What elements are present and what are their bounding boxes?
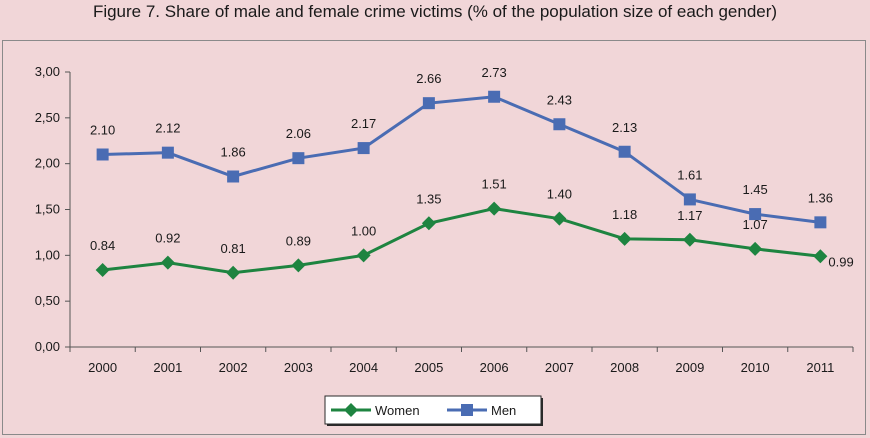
legend: Women Men (324, 395, 543, 426)
x-tick-label: 2007 (545, 360, 574, 375)
data-label-men: 2.06 (286, 126, 311, 141)
y-tick-label: 0,00 (35, 339, 60, 354)
x-tick-label: 2001 (153, 360, 182, 375)
y-tick-label: 2,00 (35, 156, 60, 171)
legend-label-men: Men (491, 403, 516, 418)
data-labels: 0.84 0.92 0.81 0.89 1.00 1.35 1.51 1.40 1.18 1.17… (90, 65, 854, 270)
data-point-men (814, 216, 827, 229)
y-tick-label: 0,50 (35, 293, 60, 308)
data-point-men (749, 208, 762, 221)
data-point-women (682, 232, 697, 247)
data-label-men: 2.13 (612, 120, 637, 135)
data-point-men (683, 193, 696, 206)
data-point-women (748, 241, 763, 256)
data-point-men (357, 142, 370, 155)
data-label-men: 2.17 (351, 116, 376, 131)
data-label-men: 2.73 (481, 65, 506, 80)
x-tick-label: 2006 (480, 360, 509, 375)
figure-title: Figure 7. Share of male and female crime… (92, 2, 778, 21)
axes: 0,00 0,50 1,00 1,50 2,00 2,50 3,00 2000 2001 2002… (35, 64, 854, 375)
series-line-men (102, 95, 821, 224)
data-point-women (226, 265, 241, 280)
series-men (96, 90, 827, 229)
data-label-women: 0.84 (90, 238, 115, 253)
y-tick-label: 1,50 (35, 202, 60, 217)
data-label-men: 1.86 (220, 145, 245, 160)
data-label-women: 0.99 (828, 254, 853, 269)
series-group (95, 90, 828, 280)
series-women (95, 201, 828, 280)
chart-area: 0,00 0,50 1,00 1,50 2,00 2,50 3,00 2000 2001 2002… (2, 40, 866, 435)
data-point-women (552, 211, 567, 226)
line-chart: 0,00 0,50 1,00 1,50 2,00 2,50 3,00 2000 2001 2002… (35, 64, 854, 426)
legend-marker-men (461, 404, 473, 416)
x-tick-label: 2003 (284, 360, 313, 375)
data-point-women (95, 263, 110, 277)
data-point-women (487, 201, 502, 216)
data-point-men (292, 152, 305, 165)
data-point-women (160, 255, 175, 270)
series-line-women (102, 207, 821, 275)
y-tick-label: 3,00 (35, 64, 60, 79)
data-label-women: 0.92 (155, 231, 180, 246)
y-tick-label: 1,00 (35, 247, 60, 262)
data-label-men: 2.12 (155, 121, 180, 136)
x-tick-label: 2005 (414, 360, 443, 375)
data-label-women: 1.17 (677, 208, 702, 223)
x-tick-label: 2002 (219, 360, 248, 375)
data-label-women: 1.00 (351, 223, 376, 238)
x-tick-label: 2000 (88, 360, 117, 375)
data-label-women: 0.81 (220, 241, 245, 256)
data-label-women: 1.51 (481, 177, 506, 192)
data-label-women: 1.18 (612, 207, 637, 222)
data-point-men (96, 148, 109, 161)
x-tick-label: 2011 (806, 360, 834, 375)
x-tick-label: 2008 (610, 360, 639, 375)
data-label-women: 1.35 (416, 191, 441, 206)
data-point-men (553, 118, 566, 131)
data-label-men: 1.61 (677, 167, 702, 182)
x-tick-label: 2004 (349, 360, 378, 375)
x-tick-label: 2010 (741, 360, 770, 375)
legend-label-women: Women (375, 403, 420, 418)
data-point-women (291, 258, 306, 273)
data-label-women: 0.89 (286, 233, 311, 248)
y-tick-label: 2,50 (35, 110, 60, 125)
data-point-men (618, 145, 631, 158)
data-label-men: 1.36 (808, 190, 833, 205)
data-point-women (813, 249, 828, 264)
data-point-women (617, 231, 632, 246)
data-point-men (161, 146, 174, 159)
legend-marker-women (344, 403, 358, 417)
data-label-women: 1.07 (742, 217, 767, 232)
data-label-men: 2.43 (547, 92, 572, 107)
data-label-women: 1.40 (547, 187, 572, 202)
data-label-men: 2.10 (90, 123, 115, 138)
data-label-men: 1.45 (742, 182, 767, 197)
data-point-men (422, 97, 435, 110)
data-point-men (227, 170, 240, 183)
data-point-women (421, 216, 436, 231)
data-point-women (356, 248, 371, 263)
data-point-men (488, 90, 501, 103)
data-label-men: 2.66 (416, 71, 441, 86)
x-tick-label: 2009 (675, 360, 704, 375)
